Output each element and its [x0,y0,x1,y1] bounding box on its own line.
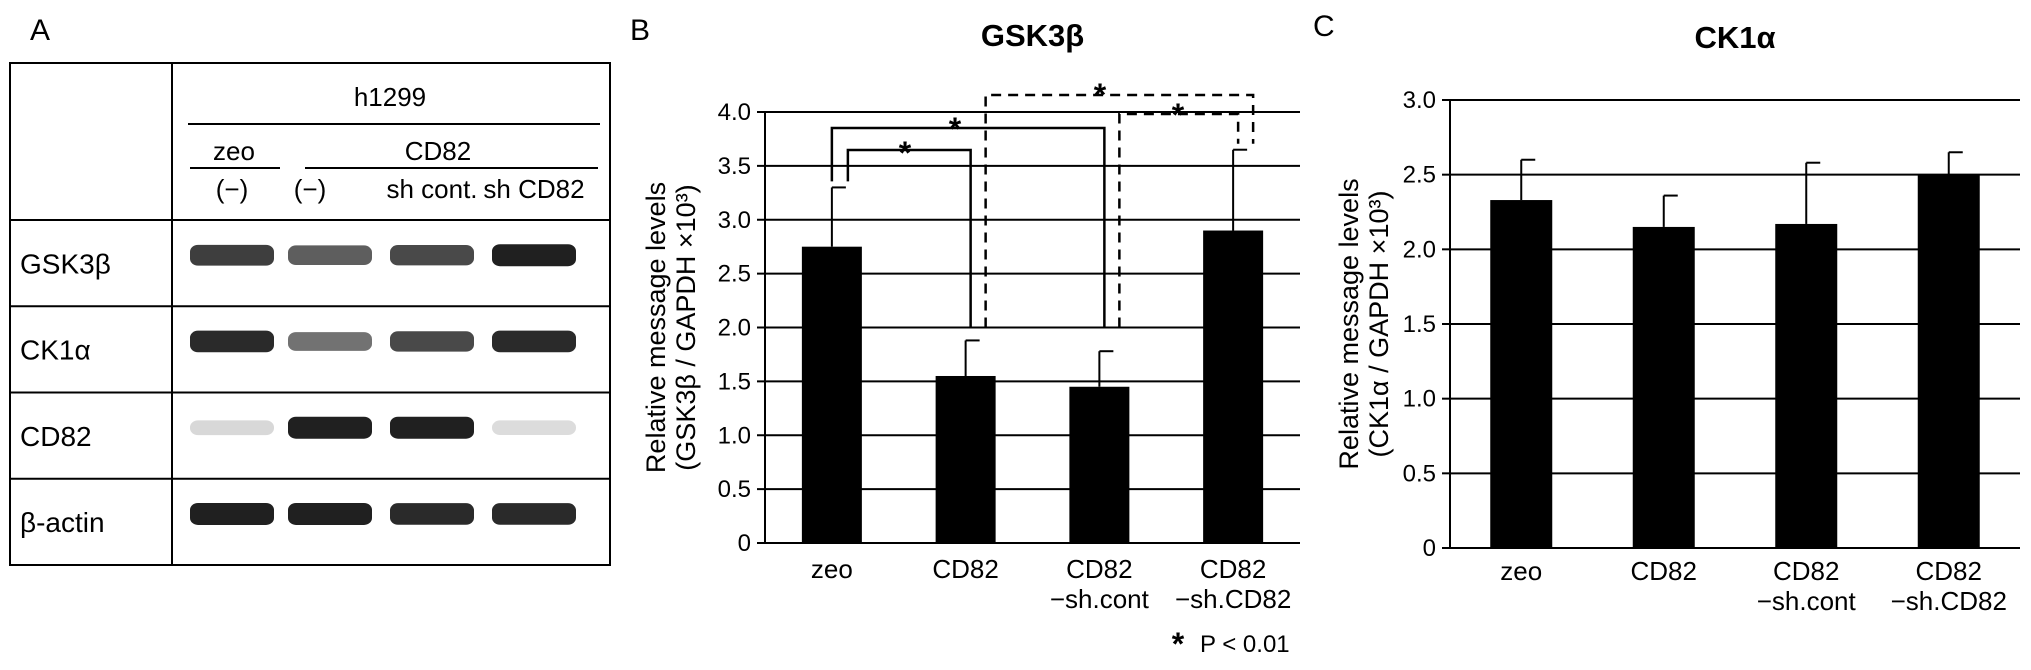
category-label: CD82 [1916,556,1982,586]
bar [1917,174,1980,548]
lane-labels: (−) (−) sh cont. sh CD82 [216,174,585,204]
panel-label-a: A [30,14,50,47]
category-label: −sh.cont [1050,584,1150,614]
y-tick-label: 1.0 [718,422,751,449]
group-zeo-label: zeo [213,136,255,166]
y-tick-label: 1.5 [718,368,751,395]
y-tick-label: 3.0 [718,207,751,234]
lane-label: sh CD82 [483,174,584,204]
blot-band [288,416,372,439]
blot-outer-frame [9,62,611,566]
category-label: CD82 [1631,556,1697,586]
y-tick-label: 2.5 [718,261,751,288]
blot-band [190,330,274,353]
blot-band [390,331,474,352]
y-axis-label: Relative message levels(CK1α / GAPDH ×10… [1334,178,1394,469]
panel-label-b: B [630,14,650,47]
blot-band [390,245,474,266]
blot-band [288,332,372,351]
category-label: CD82 [932,554,998,584]
blot-band [288,245,372,266]
blot-row-label: β-actin [20,507,105,538]
footnote-symbol: * [1172,626,1185,662]
y-tick-label: 3.0 [1403,87,1436,114]
lane-label: (−) [294,174,327,204]
panel-label-c: C [1313,10,1335,43]
group-cd82-label: CD82 [405,136,471,166]
significance-bracket [830,126,1106,328]
chart-title: GSK3β [981,18,1084,53]
y-tick-label: 1.5 [1403,311,1436,338]
footnote-text: P < 0.01 [1200,631,1290,658]
gsk3b-bar-chart: GSK3β 0 0.5 1.0 1.5 2.0 2.5 3.0 3.5 4.0 Relative m… [641,18,1300,662]
cell-line-label: h1299 [354,82,426,112]
bar [1069,386,1130,543]
lane-label: sh cont. [386,174,477,204]
bar [1632,226,1695,548]
y-tick-label: 2.5 [1403,162,1436,189]
category-label: zeo [1500,556,1542,586]
y-tick-label: 2.0 [1403,236,1436,263]
significance-bracket [984,93,1255,328]
y-tick-label: 1.0 [1403,386,1436,413]
category-label: −sh.CD82 [1891,586,2007,616]
lane-label: (−) [216,174,249,204]
chart-title: CK1α [1694,20,1775,55]
y-tick-label: 2.0 [718,315,751,342]
blot-row-label: CD82 [20,421,92,452]
ck1a-bar-chart: CK1α 0 0.5 1.0 1.5 2.0 2.5 3.0 Relative message … [1334,20,2020,616]
western-blot-panel: h1299 zeo CD82 (−) (−) sh cont. sh CD82 GSK… [9,62,611,566]
blot-band [288,502,372,525]
blot-band [492,503,576,525]
category-label: −sh.CD82 [1175,584,1291,614]
blot-band [390,503,474,525]
bar [801,246,862,543]
significance-star: * [1094,77,1107,113]
category-label: zeo [811,554,853,584]
significance-star: * [899,135,912,171]
blot-row-label: CK1α [20,335,91,366]
y-tick-label: 0.5 [1403,460,1436,487]
bar [1775,223,1838,549]
significance-star: * [1172,97,1185,133]
category-label: −sh.cont [1757,586,1857,616]
blot-band [492,244,576,267]
blot-band [492,330,576,353]
significance-bracket [1118,112,1240,328]
category-label: CD82 [1066,554,1132,584]
y-tick-label: 4.0 [718,99,751,126]
bar [935,375,996,543]
blot-band [390,416,474,439]
y-tick-label: 0 [1423,535,1436,562]
blot-band [492,420,576,436]
significance-bracket [846,148,972,328]
y-tick-label: 0.5 [718,476,751,503]
bar [1203,230,1264,543]
blot-band [190,502,274,525]
category-label: CD82 [1773,556,1839,586]
y-tick-label: 0 [738,530,751,557]
bar [1490,200,1553,548]
blot-band [190,244,274,266]
blot-row-label: GSK3β [20,248,111,279]
y-axis-label: Relative message levels(GSK3β / GAPDH ×1… [641,182,701,473]
blot-band [190,420,274,436]
y-tick-label: 3.5 [718,153,751,180]
category-label: CD82 [1200,554,1266,584]
significance-star: * [949,111,962,147]
blot-rows: GSK3β CK1α CD82 β-actin [10,244,610,538]
